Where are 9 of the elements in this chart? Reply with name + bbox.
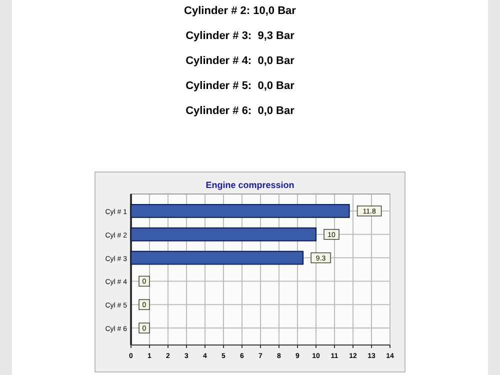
bar	[130, 204, 350, 218]
bar	[130, 227, 316, 242]
text: Cylinder # 2: 10,0 Bar	[184, 5, 297, 17]
bar	[130, 250, 304, 265]
chart-title: Engine compression	[206, 180, 294, 190]
text: Cylinder # 5: 0,0 Bar	[186, 80, 296, 92]
text: Cylinder # 4: 0,0 Bar	[186, 55, 296, 67]
text: Cylinder # 6: 0,0 Bar	[186, 105, 296, 117]
text: Cylinder # 3: 9,3 Bar	[186, 30, 296, 42]
